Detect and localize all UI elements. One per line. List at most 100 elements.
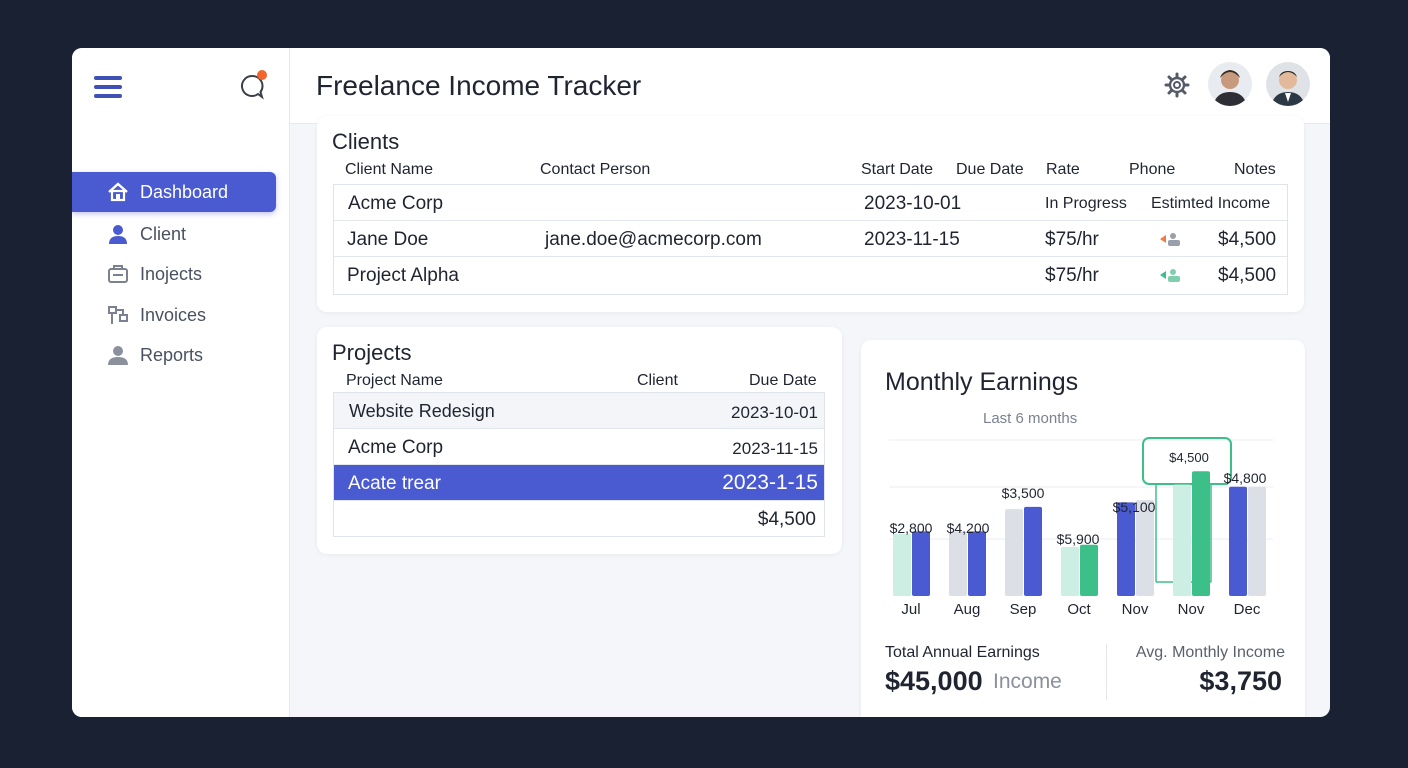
projects-card: Projects Project Name Client Due Date We… — [317, 327, 842, 554]
phone-contact-icon[interactable] — [1160, 232, 1182, 246]
gear-icon[interactable] — [1164, 72, 1190, 98]
chart-title: Monthly Earnings — [885, 368, 1079, 396]
due-date: 2023-11-15 — [732, 439, 818, 458]
notes: $4,500 — [1218, 265, 1277, 286]
column-header: Phone — [1129, 161, 1176, 178]
data-label: $4,200 — [947, 520, 990, 536]
avatar[interactable] — [1266, 62, 1310, 106]
total-earnings-value: $45,000 — [885, 666, 983, 696]
data-label: $3,500 — [1002, 485, 1045, 501]
home-icon — [106, 180, 130, 204]
avatar[interactable] — [1208, 62, 1252, 106]
earnings-card: Monthly Earnings Last 6 months Jul $2,800… — [861, 340, 1305, 717]
table-row[interactable]: $4,500 — [334, 501, 824, 537]
flow-icon — [106, 303, 130, 327]
app-window: Dashboard Client Inojects Invoices Repor… — [72, 48, 1330, 717]
chart-bar — [1173, 484, 1191, 596]
menu-icon[interactable] — [94, 76, 122, 98]
chart-bar — [1024, 506, 1042, 596]
chart-subtitle: Last 6 months — [983, 410, 1078, 427]
total-earnings-label: Total Annual Earnings — [885, 644, 1040, 661]
stat-divider — [1106, 644, 1107, 700]
chart-bar — [1005, 509, 1023, 596]
table-row[interactable]: Project Alpha $75/hr $4,500 — [334, 257, 1287, 293]
chart-bar — [1136, 500, 1154, 596]
projects-table: Website Redesign 2023-10-01 Acme Corp 20… — [333, 392, 825, 537]
x-tick-label: Dec — [1234, 601, 1261, 618]
x-tick-label: Oct — [1067, 601, 1091, 618]
client-name: Project Alpha — [347, 265, 459, 286]
sidebar-item-label: Dashboard — [140, 181, 229, 202]
notes: Estimted Income — [1151, 195, 1271, 212]
phone-contact-icon[interactable] — [1160, 268, 1182, 282]
person-icon — [106, 343, 130, 367]
sidebar-item-reports[interactable]: Reports — [72, 335, 276, 375]
column-header: Due Date — [956, 161, 1024, 178]
chart-bar — [1080, 544, 1098, 596]
data-label: $2,800 — [890, 520, 933, 536]
column-header: Rate — [1046, 161, 1080, 178]
column-header: Due Date — [749, 372, 817, 389]
sidebar: Dashboard Client Inojects Invoices Repor… — [72, 48, 290, 717]
due-date: 2023-1-15 — [722, 471, 818, 494]
avg-income-value: $3,750 — [1199, 666, 1282, 696]
data-label: $4,500 — [1169, 450, 1209, 465]
table-row[interactable]: Acme Corp 2023-10-01 In Progress Estimte… — [334, 185, 1287, 221]
clients-heading: Clients — [332, 129, 400, 154]
chart-bar — [968, 531, 986, 596]
table-row[interactable]: Jane Doe jane.doe@acmecorp.com 2023-11-1… — [334, 221, 1287, 257]
avg-income-label: Avg. Monthly Income — [1135, 644, 1285, 661]
sidebar-item-label: Reports — [140, 344, 204, 365]
chart-bar — [1192, 471, 1210, 596]
start-date: 2023-10-01 — [864, 193, 962, 214]
x-tick-label: Nov — [1122, 601, 1149, 618]
contact-email: jane.doe@acmecorp.com — [545, 229, 762, 250]
sidebar-item-projects[interactable]: Inojects — [72, 254, 276, 294]
table-row-selected[interactable]: Acate trear 2023-1-15 — [334, 465, 824, 501]
chart-bar — [1061, 546, 1079, 596]
data-label: $5,100 — [1113, 499, 1156, 515]
x-tick-label: Nov — [1178, 601, 1205, 618]
due-date: 2023-10-01 — [731, 403, 818, 422]
projects-heading: Projects — [332, 340, 412, 365]
highlight-callout — [1142, 437, 1232, 485]
table-row[interactable]: Acme Corp 2023-11-15 — [334, 429, 824, 465]
client-name: Acme Corp — [348, 193, 444, 214]
total-earnings-suffix: Income — [993, 670, 1062, 693]
rate: $75/hr — [1045, 229, 1099, 250]
header: Freelance Income Tracker — [290, 48, 1330, 124]
chat-notification-icon[interactable] — [238, 70, 268, 102]
project-name: Website Redesign — [349, 401, 495, 421]
x-tick-label: Sep — [1010, 601, 1037, 618]
chart-bar — [1117, 502, 1135, 596]
sidebar-item-label: Client — [140, 223, 187, 244]
column-header: Contact Person — [540, 161, 651, 178]
chart-bar — [912, 531, 930, 596]
clients-card: Clients Client Name Contact Person Start… — [317, 116, 1304, 312]
rate: $75/hr — [1045, 265, 1099, 286]
chart-bar — [1248, 486, 1266, 596]
chart-bar — [949, 531, 967, 596]
earnings-chart: Jul $2,800 Aug $4,200 Sep $3,500 Oct $5,900 Nov $… — [889, 437, 1273, 618]
project-name: Acme Corp — [348, 437, 444, 458]
column-header: Client Name — [345, 161, 434, 178]
start-date: 2023-11-15 — [864, 229, 960, 250]
briefcase-icon — [106, 262, 130, 286]
table-row[interactable]: Website Redesign 2023-10-01 — [334, 393, 824, 429]
project-name: Acate trear — [348, 473, 441, 494]
data-label: $4,800 — [1224, 470, 1267, 486]
sidebar-item-invoices[interactable]: Invoices — [72, 295, 276, 335]
column-header: Project Name — [346, 372, 443, 389]
sidebar-item-label: Inojects — [140, 263, 203, 284]
chart-bar — [893, 533, 911, 596]
chart-bar — [1229, 486, 1247, 596]
sidebar-item-client[interactable]: Client — [72, 214, 276, 254]
column-header: Start Date — [861, 161, 934, 178]
sidebar-item-label: Invoices — [140, 304, 207, 325]
sidebar-item-dashboard[interactable]: Dashboard — [72, 172, 276, 212]
x-tick-label: Jul — [901, 601, 920, 618]
client-name: Jane Doe — [347, 229, 429, 250]
column-header: Notes — [1234, 161, 1276, 178]
amount: $4,500 — [757, 509, 816, 530]
clients-table: Acme Corp 2023-10-01 In Progress Estimte… — [333, 184, 1288, 295]
